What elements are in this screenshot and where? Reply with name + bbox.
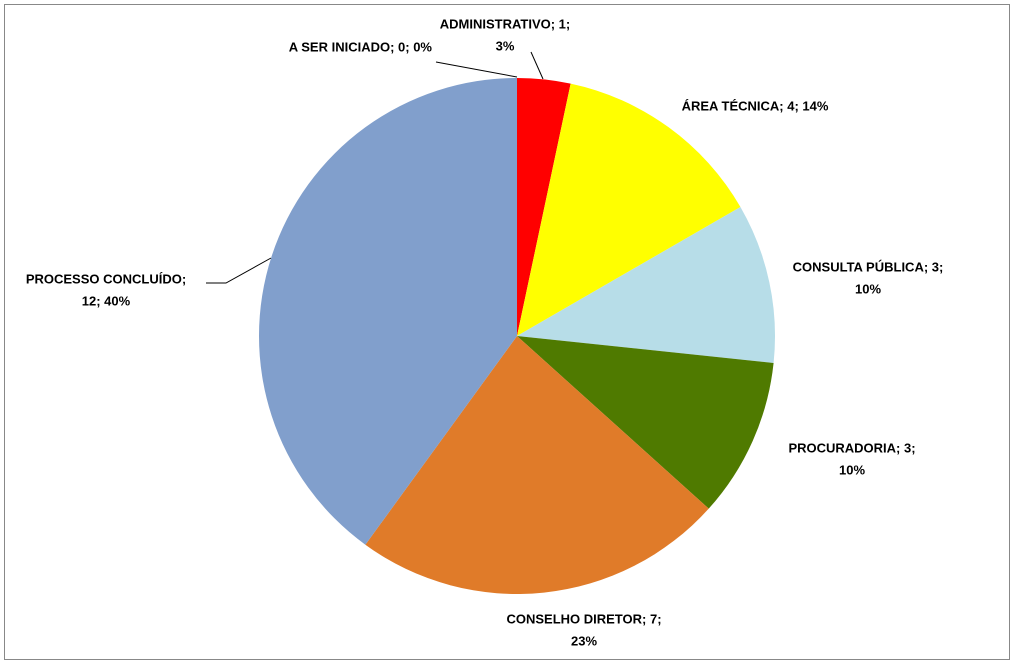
data-label: PROCESSO CONCLUÍDO; xyxy=(26,271,186,286)
pie-slice xyxy=(517,207,775,363)
data-label: CONSULTA PÚBLICA; 3; xyxy=(793,259,944,274)
pie xyxy=(259,78,775,594)
data-label: 3% xyxy=(496,38,515,53)
leader-line xyxy=(435,61,518,78)
leader-line xyxy=(530,51,544,80)
pie-slice xyxy=(365,336,709,594)
data-label: 23% xyxy=(571,633,597,648)
data-label: CONSELHO DIRETOR; 7; xyxy=(506,611,661,626)
pie-slice xyxy=(517,78,571,336)
data-label: 12; 40% xyxy=(82,293,131,308)
data-label: ADMINISTRATIVO; 1; xyxy=(440,16,570,31)
data-label: 10% xyxy=(855,281,881,296)
pie-slice xyxy=(259,78,517,545)
pie-slice xyxy=(517,83,741,337)
labels: A SER INICIADO; 0; 0% ADMINISTRATIVO; 1; 3… xyxy=(26,16,944,648)
pie-slice xyxy=(517,336,774,509)
data-label: A SER INICIADO; 0; 0% xyxy=(289,39,433,54)
data-label: ÁREA TÉCNICA; 4; 14% xyxy=(682,98,829,113)
data-label: 10% xyxy=(839,462,865,477)
leader-line xyxy=(206,257,272,284)
data-label: PROCURADORIA; 3; xyxy=(788,440,915,455)
